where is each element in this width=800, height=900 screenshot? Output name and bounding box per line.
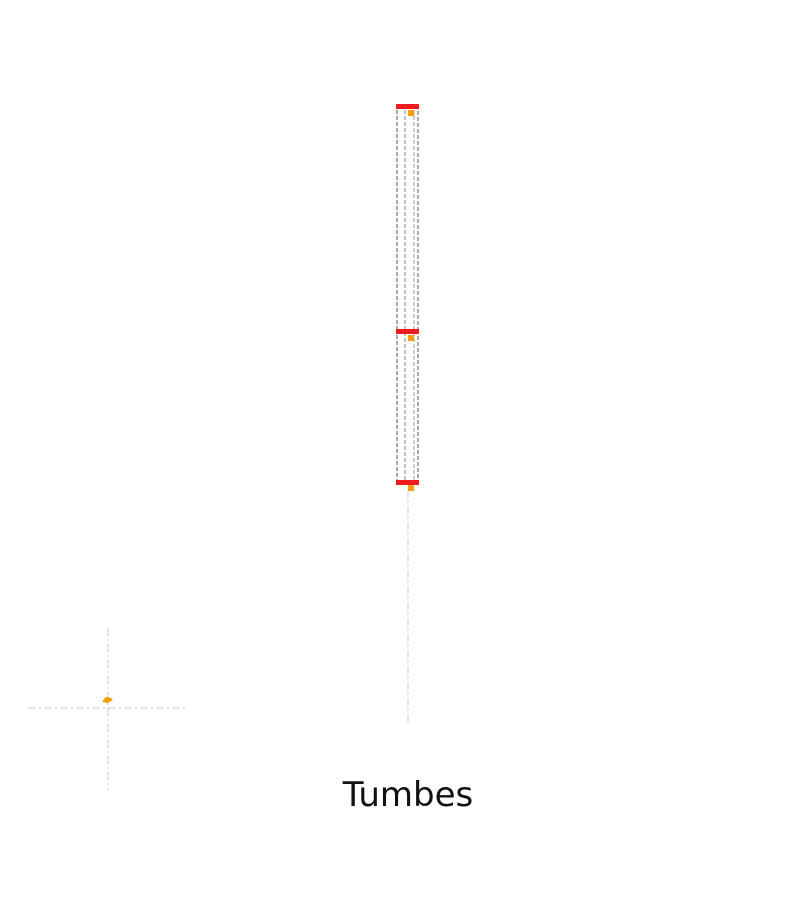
middle-cap xyxy=(396,329,419,334)
top-marker-icon xyxy=(408,110,414,116)
column-lower-segment xyxy=(396,332,419,484)
top-cap xyxy=(396,104,419,109)
bottom-marker-icon xyxy=(408,485,414,491)
diagram-title: Tumbes xyxy=(342,775,474,815)
bottom-cap xyxy=(396,480,419,485)
column-upper-segment xyxy=(396,107,419,334)
crosshair-marker-dot xyxy=(104,697,110,703)
middle-marker-icon xyxy=(408,335,414,341)
